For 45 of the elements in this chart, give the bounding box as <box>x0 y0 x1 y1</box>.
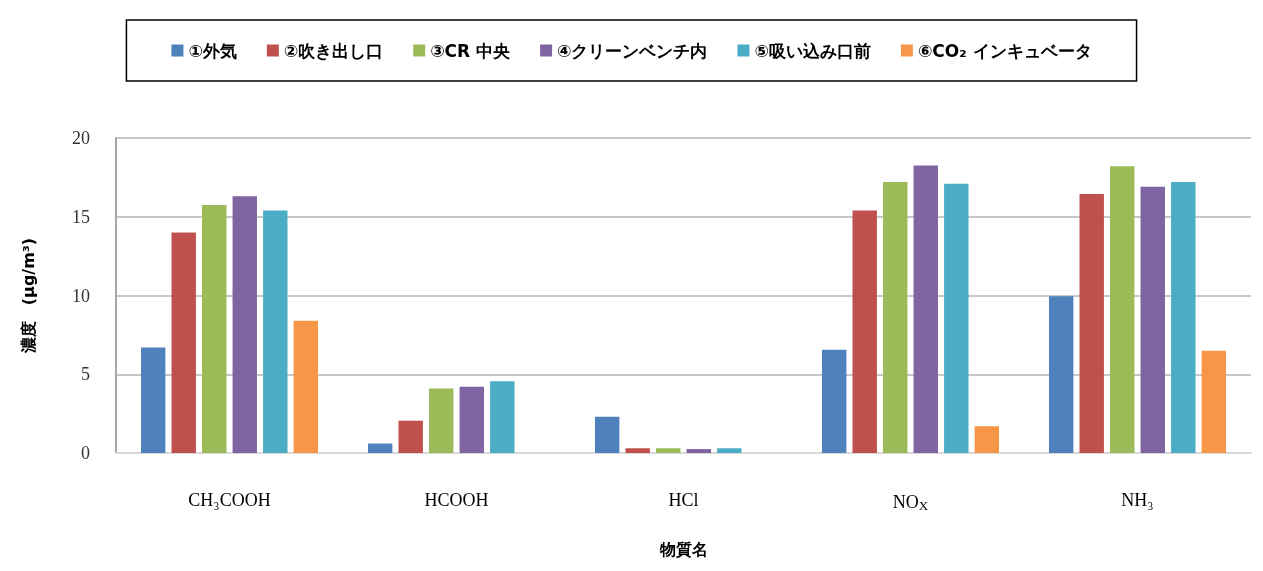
legend-label: ⑤吸い込み口前 <box>754 40 871 61</box>
x-tick-label: CH₃COOH <box>188 490 271 510</box>
bar <box>1079 193 1104 453</box>
bar <box>913 165 938 453</box>
bar <box>202 204 227 453</box>
y-tick-label: 10 <box>72 285 90 306</box>
bar <box>429 388 454 453</box>
x-tick-label: HCl <box>668 490 699 510</box>
bar <box>1140 186 1165 453</box>
y-tick-label: 15 <box>72 206 90 227</box>
bar <box>1201 350 1227 453</box>
bar <box>140 347 166 453</box>
bar <box>883 182 908 453</box>
x-tick-label: NH₃ <box>1121 490 1154 510</box>
bar <box>490 381 515 453</box>
bar <box>717 448 742 453</box>
y-tick-label: 20 <box>72 128 90 148</box>
legend-label: ①外気 <box>188 40 237 61</box>
bar <box>1110 166 1135 453</box>
bar <box>263 210 288 453</box>
y-tick-label: 5 <box>81 364 90 385</box>
bar <box>232 196 257 453</box>
bar <box>686 449 711 453</box>
legend-label: ⑥CO₂ インキュベータ <box>917 40 1092 61</box>
legend-label: ③CR 中央 <box>430 40 512 61</box>
y-axis-title: 濃度 (μg/m³) <box>18 237 38 355</box>
x-tick-label: HCOOH <box>424 490 489 510</box>
bar <box>625 448 650 453</box>
bar <box>1171 182 1196 453</box>
bar <box>293 320 319 453</box>
y-tick-label: 0 <box>81 443 90 463</box>
legend-label: ④クリーンベンチ内 <box>557 40 708 61</box>
bar <box>944 183 969 453</box>
bar <box>459 386 484 453</box>
bar <box>1048 296 1074 453</box>
bar <box>367 443 393 453</box>
bar <box>171 232 196 453</box>
bar <box>656 448 681 453</box>
bar <box>594 416 620 453</box>
legend-label: ②吹き出し口 <box>283 40 384 61</box>
x-axis-title: 物質名 <box>658 539 708 559</box>
bar <box>974 426 1000 453</box>
bar <box>852 210 877 453</box>
bar <box>821 349 847 453</box>
bar <box>398 420 423 453</box>
